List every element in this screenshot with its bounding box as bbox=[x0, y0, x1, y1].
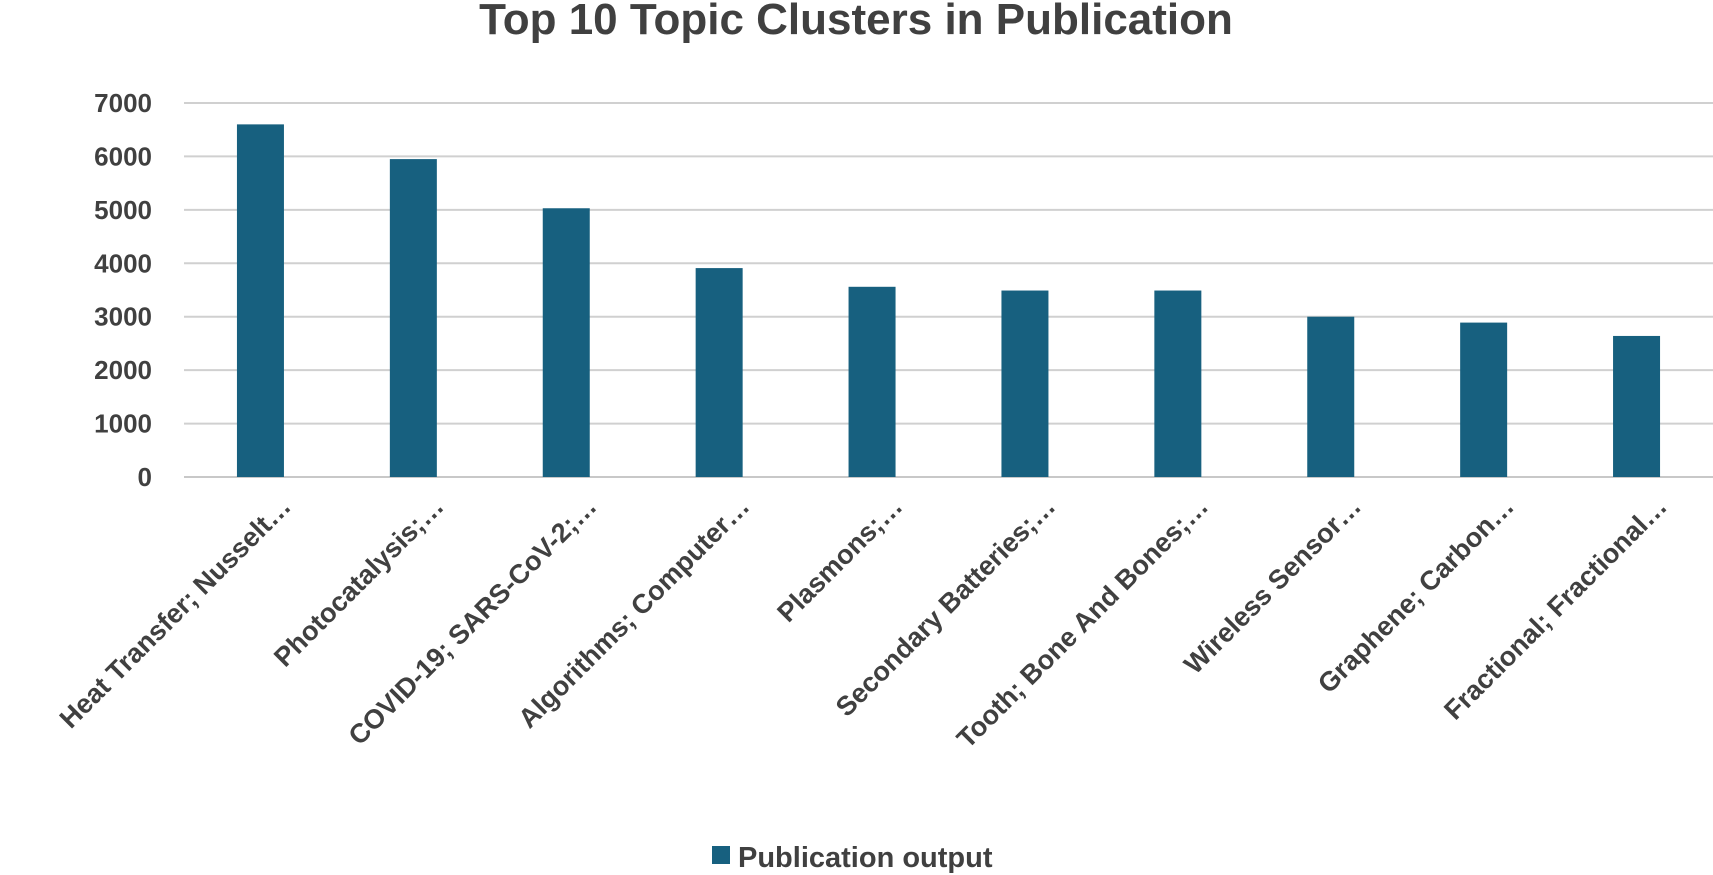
y-tick-label: 4000 bbox=[94, 248, 152, 278]
legend-label: Publication output bbox=[738, 842, 993, 874]
y-axis-tick-labels: 0 1000 2000 3000 4000 5000 6000 7000 bbox=[94, 88, 152, 492]
bar bbox=[1460, 322, 1508, 477]
x-axis-tick-labels: Heat Transfer; Nusselt…Photocatalysis;…C… bbox=[54, 491, 1673, 754]
bars bbox=[236, 124, 1661, 478]
bar bbox=[389, 159, 437, 477]
bar bbox=[1154, 290, 1202, 477]
bar bbox=[1307, 316, 1355, 477]
chart-title: Top 10 Topic Clusters in Publication bbox=[479, 0, 1233, 44]
y-tick-label: 2000 bbox=[94, 355, 152, 385]
y-tick-label: 7000 bbox=[94, 88, 152, 118]
legend: Publication output bbox=[712, 842, 993, 874]
legend-swatch bbox=[712, 846, 730, 864]
y-tick-label: 5000 bbox=[94, 195, 152, 225]
y-tick-label: 6000 bbox=[94, 141, 152, 171]
bar bbox=[848, 286, 896, 477]
x-tick-label: Tooth; Bone And Bones;… bbox=[951, 491, 1214, 754]
bar bbox=[236, 124, 284, 477]
y-tick-label: 0 bbox=[138, 462, 152, 492]
x-tick-label: COVID-19; SARS-CoV-2;… bbox=[343, 491, 603, 751]
bar bbox=[695, 268, 743, 477]
y-tick-label: 3000 bbox=[94, 302, 152, 332]
x-tick-label: Plasmons;… bbox=[771, 491, 908, 628]
bar bbox=[1613, 335, 1661, 477]
x-tick-label: Heat Transfer; Nusselt… bbox=[54, 491, 297, 734]
x-tick-label: Photocatalysis;… bbox=[268, 491, 449, 672]
bar bbox=[1001, 290, 1049, 477]
gridlines bbox=[184, 102, 1713, 478]
y-tick-label: 1000 bbox=[94, 409, 152, 439]
bar bbox=[542, 208, 590, 478]
